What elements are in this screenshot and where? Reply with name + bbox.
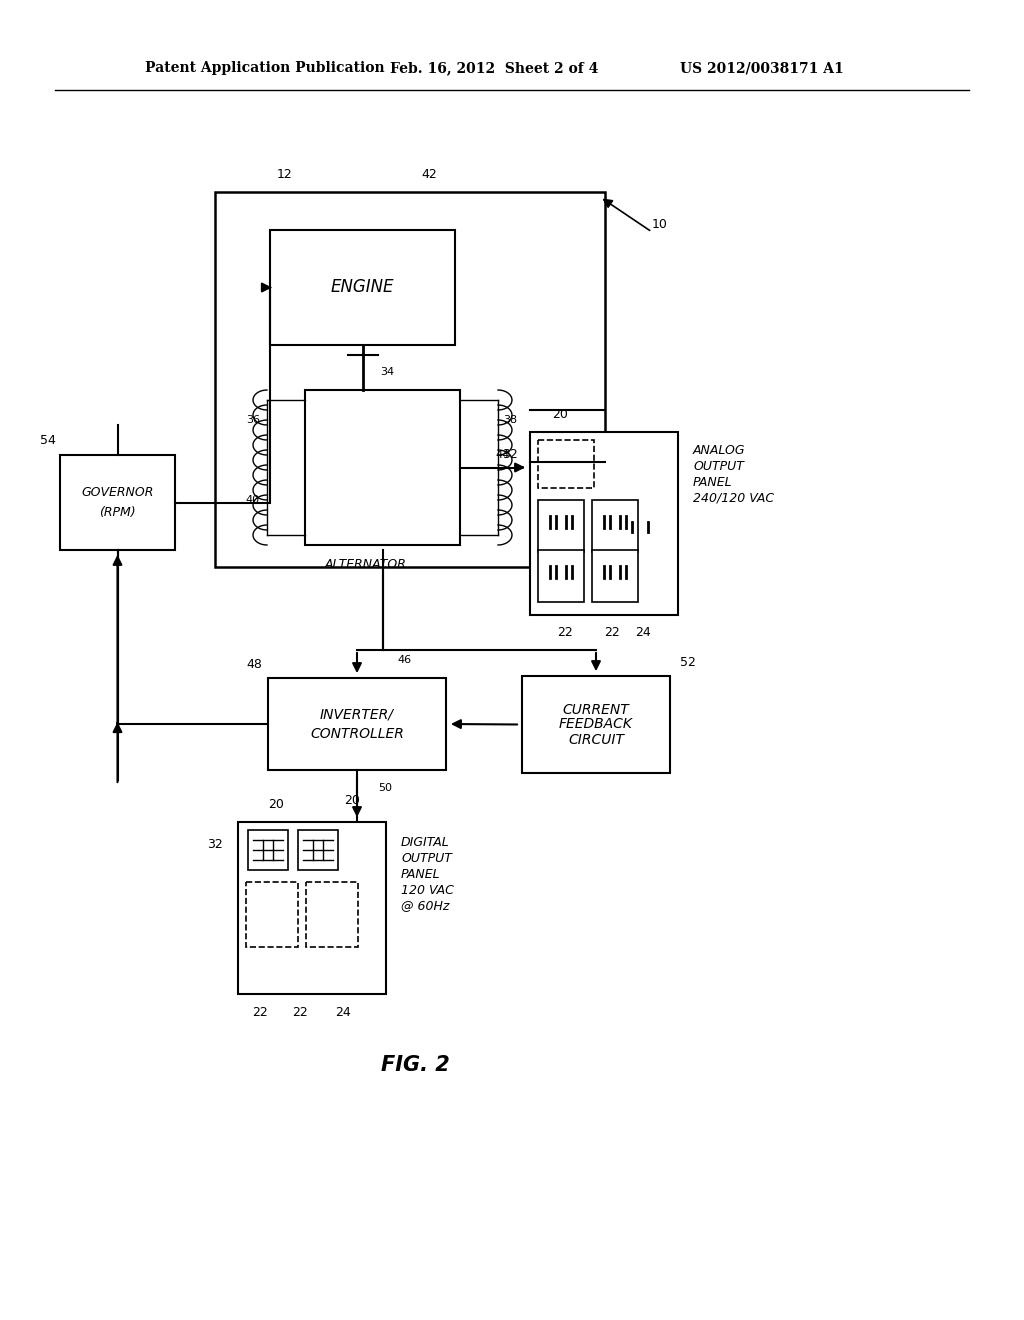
Bar [248,830,288,870]
Text: INVERTER/: INVERTER/ [321,708,394,721]
Text: (RPM): (RPM) [99,506,136,519]
Text: 22: 22 [292,1006,308,1019]
Text: CIRCUIT: CIRCUIT [568,733,624,747]
Text: Patent Application Publication: Patent Application Publication [145,61,385,75]
Text: PANEL: PANEL [401,867,440,880]
Text: US 2012/0038171 A1: US 2012/0038171 A1 [680,61,844,75]
Text: 32: 32 [207,837,223,850]
Bar [538,440,594,488]
Text: 24: 24 [635,627,651,639]
Bar [268,678,446,770]
Circle shape [636,544,644,552]
Text: 10: 10 [652,219,668,231]
Text: GOVERNOR: GOVERNOR [81,486,154,499]
Text: 20: 20 [268,797,284,810]
Text: 22: 22 [604,627,620,639]
Bar [215,191,605,568]
Text: ALTERNATOR: ALTERNATOR [325,558,407,572]
Text: 24: 24 [335,1006,351,1019]
Text: FIG. 2: FIG. 2 [381,1055,450,1074]
Text: 20: 20 [552,408,568,421]
Text: OUTPUT: OUTPUT [401,851,452,865]
Text: DIGITAL: DIGITAL [401,836,450,849]
Bar [270,230,455,345]
Text: 22: 22 [252,1006,268,1019]
Text: 240/120 VAC: 240/120 VAC [693,491,774,504]
Text: ENGINE: ENGINE [331,279,394,297]
Text: 12: 12 [278,168,293,181]
Bar [238,822,386,994]
Text: OUTPUT: OUTPUT [693,459,743,473]
Bar [538,550,584,602]
Text: ANALOG: ANALOG [693,444,745,457]
Bar [592,500,638,552]
Text: 54: 54 [40,433,56,446]
Bar [522,676,670,774]
Text: 48: 48 [246,657,262,671]
Bar [60,455,175,550]
Text: 32: 32 [502,447,518,461]
Bar [592,550,638,602]
Text: 46: 46 [397,655,412,665]
Bar [538,500,584,552]
Text: 38: 38 [503,414,517,425]
Bar [306,882,358,946]
Text: 44: 44 [496,450,510,461]
Text: 20: 20 [344,793,360,807]
Text: @ 60Hz: @ 60Hz [401,899,450,912]
Text: CONTROLLER: CONTROLLER [310,727,403,741]
Bar [246,882,298,946]
Bar [298,830,338,870]
Text: 22: 22 [557,627,572,639]
Text: 42: 42 [422,168,437,181]
Text: 52: 52 [680,656,696,668]
Text: CURRENT: CURRENT [562,702,630,717]
Text: PANEL: PANEL [693,475,732,488]
Text: 50: 50 [378,783,392,793]
Bar [530,432,678,615]
Text: 120 VAC: 120 VAC [401,883,454,896]
Text: 36: 36 [246,414,260,425]
Text: FEEDBACK: FEEDBACK [559,718,633,731]
Text: Feb. 16, 2012  Sheet 2 of 4: Feb. 16, 2012 Sheet 2 of 4 [390,61,598,75]
Bar [305,389,460,545]
Text: 40: 40 [246,495,260,506]
Text: 34: 34 [381,367,394,378]
